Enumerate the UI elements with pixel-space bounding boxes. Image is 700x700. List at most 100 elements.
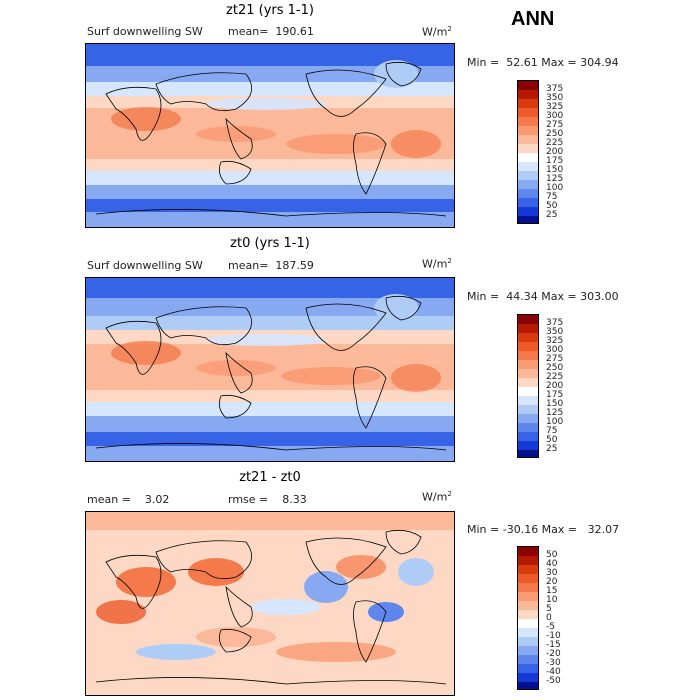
panel2-colorbar-swatch [518,450,538,457]
panel1-colorbar-label: 175 [546,156,564,166]
panel1-colorbar-swatch [518,144,538,153]
panel3-units: W/m2 [422,490,452,504]
panel2-colorbar-swatch [518,369,538,378]
panel2-colorbar-label: 100 [546,417,564,427]
panel2-colorbar-label: 250 [546,363,564,373]
panel2-colorbar-swatch [518,441,538,450]
panel3-colorbar-label: 5 [546,604,552,614]
panel1-colorbar-swatch [518,216,538,223]
panel1-colorbar-label: 50 [546,201,558,211]
panel2-colorbar-swatch [518,351,538,360]
panel1-variable: Surf downwelling SW [87,25,203,38]
panel3-rmse: rmse = 8.33 [228,493,307,506]
panel1-colorbar-label: 150 [546,165,564,175]
panel2-colorbar-swatch [518,333,538,342]
panel1-colorbar-label: 25 [546,210,558,220]
panel3-colorbar-label: 0 [546,613,552,623]
panel1-colorbar-label: 350 [546,93,564,103]
panel2-mean: mean= 187.59 [228,259,314,272]
panel3-colorbar-swatch [518,574,538,583]
panel2-colorbar-swatch [518,405,538,414]
panel2-colorbar-label: 75 [546,426,558,436]
panel3-mean: mean = 3.02 [87,493,170,506]
panel1-colorbar-swatch [518,207,538,216]
panel2-colorbar-label: 275 [546,354,564,364]
panel3-colorbar-swatch [518,556,538,565]
panel3-colorbar [517,546,539,690]
panel1-colorbar-swatch [518,153,538,162]
panel1-colorbar-swatch [518,81,538,90]
panel3-colorbar-swatch [518,637,538,646]
panel3-colorbar-swatch [518,592,538,601]
panel1-colorbar-swatch [518,108,538,117]
panel2-colorbar-label: 200 [546,381,564,391]
panel2-colorbar-swatch [518,414,538,423]
panel2-colorbar-label: 150 [546,399,564,409]
panel2-colorbar-label: 375 [546,318,564,328]
panel1-colorbar-label: 250 [546,129,564,139]
panel2-colorbar-swatch [518,360,538,369]
panel1-colorbar-swatch [518,90,538,99]
panel2-variable: Surf downwelling SW [87,259,203,272]
panel2-colorbar-label: 300 [546,345,564,355]
panel2-colorbar-swatch [518,423,538,432]
panel2-colorbar-label: 350 [546,327,564,337]
panel1-colorbar-swatch [518,180,538,189]
panel3-colorbar-label: -30 [546,658,561,668]
panel3-colorbar-swatch [518,646,538,655]
panel2-colorbar-swatch [518,324,538,333]
panel2-minmax: Min = 44.34 Max = 303.00 [467,290,619,303]
panel1-units: W/m2 [422,25,452,39]
panel3-colorbar-swatch [518,655,538,664]
panel2-colorbar-label: 225 [546,372,564,382]
panel1-colorbar-label: 375 [546,84,564,94]
panel1-map [85,43,455,228]
panel3-colorbar-swatch [518,601,538,610]
panel3-colorbar-label: 10 [546,595,558,605]
panel2-colorbar [517,314,539,458]
panel2-map [85,277,455,462]
panel3-colorbar-label: 50 [546,550,558,560]
panel3-colorbar-label: -50 [546,676,561,686]
panel3-colorbar-swatch [518,664,538,673]
panel1-minmax: Min = 52.61 Max = 304.94 [467,56,619,69]
panel1-colorbar-swatch [518,126,538,135]
panel1-colorbar-swatch [518,171,538,180]
panel3-colorbar-label: 40 [546,559,558,569]
panel2-colorbar-swatch [518,378,538,387]
panel1-colorbar-label: 325 [546,102,564,112]
panel2-colorbar-swatch [518,342,538,351]
panel3-colorbar-label: -5 [546,622,555,632]
panel1-colorbar-label: 75 [546,192,558,202]
panel2-colorbar-swatch [518,396,538,405]
panel2-colorbar-swatch [518,315,538,324]
panel3-colorbar-swatch [518,682,538,689]
panel3-minmax: Min = -30.16 Max = 32.07 [467,523,620,536]
panel2-colorbar-label: 25 [546,444,558,454]
panel3-colorbar-label: -20 [546,649,561,659]
panel3-colorbar-label: 30 [546,568,558,578]
panel1-title: zt21 (yrs 1-1) [226,3,314,18]
panel1-colorbar-swatch [518,198,538,207]
panel1-colorbar-swatch [518,162,538,171]
panel1-colorbar-label: 225 [546,138,564,148]
season-label: ANN [511,8,555,30]
panel1-colorbar-label: 200 [546,147,564,157]
panel3-colorbar-label: -15 [546,640,561,650]
panel1-colorbar-swatch [518,99,538,108]
panel3-colorbar-label: -40 [546,667,561,677]
panel3-colorbar-swatch [518,628,538,637]
panel1-colorbar-swatch [518,117,538,126]
panel2-colorbar-label: 125 [546,408,564,418]
panel1-colorbar-label: 125 [546,174,564,184]
panel2-colorbar-label: 50 [546,435,558,445]
panel3-map [85,511,455,696]
panel2-colorbar-label: 175 [546,390,564,400]
panel1-colorbar [517,80,539,224]
panel2-title: zt0 (yrs 1-1) [230,236,310,251]
panel3-colorbar-label: 20 [546,577,558,587]
panel3-colorbar-swatch [518,610,538,619]
panel3-colorbar-label: 15 [546,586,558,596]
panel3-colorbar-swatch [518,547,538,556]
panel3-colorbar-label: -10 [546,631,561,641]
